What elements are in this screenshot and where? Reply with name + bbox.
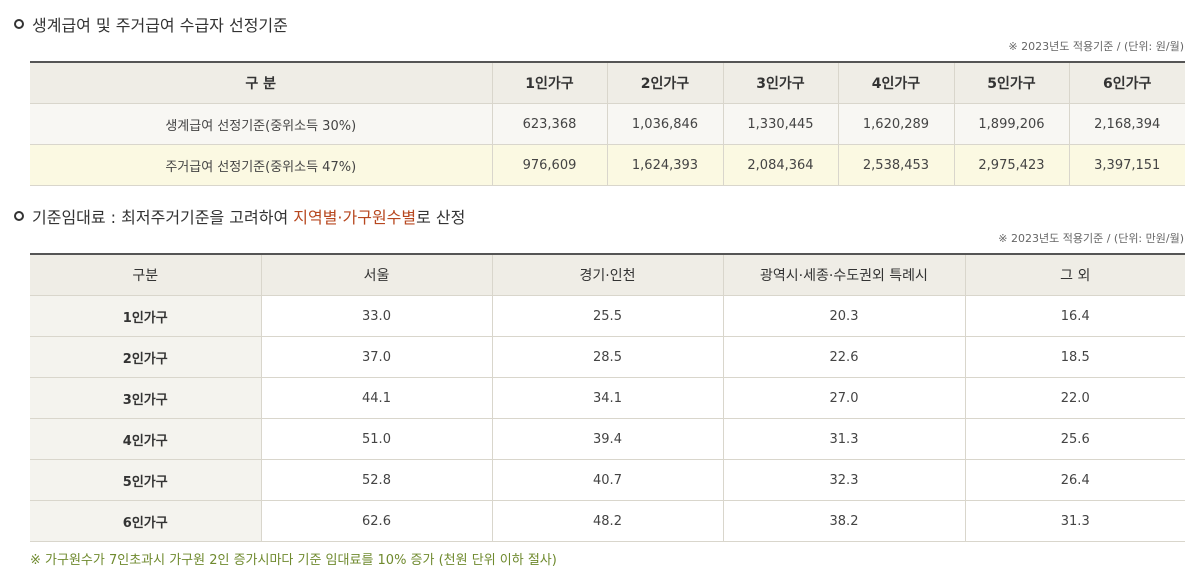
table-cell: 62.6 — [260, 500, 492, 542]
column-header: 5인가구 — [953, 62, 1069, 104]
table-row: 주거급여 선정기준(중위소득 47%) 976,609 1,624,393 2,… — [30, 144, 1185, 186]
column-header: 구 분 — [30, 62, 492, 104]
benefit-criteria-table: 구 분 1인가구 2인가구 3인가구 4인가구 5인가구 6인가구 생계급여 선… — [30, 61, 1185, 186]
table-cell: 25.5 — [491, 295, 723, 337]
circle-bullet-icon — [14, 19, 24, 29]
table-row: 2인가구 37.0 28.5 22.6 18.5 — [30, 336, 1185, 378]
table-cell: 18.5 — [964, 336, 1185, 378]
table-cell: 1,036,846 — [606, 103, 723, 145]
table-row: 생계급여 선정기준(중위소득 30%) 623,368 1,036,846 1,… — [30, 103, 1185, 145]
column-header: 구분 — [30, 254, 261, 296]
column-header: 광역시·세종·수도권외 특례시 — [722, 254, 965, 296]
row-label: 생계급여 선정기준(중위소득 30%) — [30, 103, 492, 145]
table-cell: 39.4 — [491, 418, 723, 460]
column-header: 경기·인천 — [491, 254, 723, 296]
table-cell: 51.0 — [260, 418, 492, 460]
section2-title-prefix: 기준임대료 : 최저주거기준을 고려하여 — [32, 208, 294, 227]
table-cell: 16.4 — [964, 295, 1185, 337]
table-cell: 22.6 — [722, 336, 965, 378]
section1-title: 생계급여 및 주거급여 수급자 선정기준 — [14, 12, 288, 36]
table-cell: 38.2 — [722, 500, 965, 542]
table-row: 1인가구 33.0 25.5 20.3 16.4 — [30, 295, 1185, 337]
table-cell: 2,975,423 — [953, 144, 1069, 186]
table-cell: 1,330,445 — [722, 103, 838, 145]
row-label: 4인가구 — [30, 418, 261, 460]
table-cell: 22.0 — [964, 377, 1185, 419]
table-cell: 976,609 — [491, 144, 607, 186]
table-cell: 25.6 — [964, 418, 1185, 460]
table-cell: 26.4 — [964, 459, 1185, 501]
table-cell: 33.0 — [260, 295, 492, 337]
footnote: ※ 가구원수가 7인초과시 가구원 2인 증가시마다 기준 임대료를 10% 증… — [30, 553, 557, 568]
column-header: 그 외 — [964, 254, 1185, 296]
table-cell: 2,168,394 — [1068, 103, 1185, 145]
column-header: 서울 — [260, 254, 492, 296]
table-cell: 623,368 — [491, 103, 607, 145]
column-header: 3인가구 — [722, 62, 838, 104]
column-header: 2인가구 — [606, 62, 723, 104]
table-cell: 44.1 — [260, 377, 492, 419]
table-header-row: 구분 서울 경기·인천 광역시·세종·수도권외 특례시 그 외 — [30, 254, 1185, 296]
table-cell: 3,397,151 — [1068, 144, 1185, 186]
table-cell: 52.8 — [260, 459, 492, 501]
section2-unit-note: ※ 2023년도 적용기준 / (단위: 만원/월) — [998, 232, 1184, 245]
section2-title-highlight: 지역별·가구원수별 — [293, 208, 417, 227]
table-cell: 31.3 — [722, 418, 965, 460]
table-cell: 20.3 — [722, 295, 965, 337]
row-label: 5인가구 — [30, 459, 261, 501]
table-header-row: 구 분 1인가구 2인가구 3인가구 4인가구 5인가구 6인가구 — [30, 62, 1185, 104]
base-rent-table: 구분 서울 경기·인천 광역시·세종·수도권외 특례시 그 외 1인가구 33.… — [30, 253, 1185, 542]
row-label: 주거급여 선정기준(중위소득 47%) — [30, 144, 492, 186]
table-cell: 40.7 — [491, 459, 723, 501]
table-cell: 34.1 — [491, 377, 723, 419]
table-cell: 31.3 — [964, 500, 1185, 542]
column-header: 4인가구 — [837, 62, 954, 104]
column-header: 1인가구 — [491, 62, 607, 104]
table-cell: 1,624,393 — [606, 144, 723, 186]
table-row: 6인가구 62.6 48.2 38.2 31.3 — [30, 500, 1185, 542]
table-row: 5인가구 52.8 40.7 32.3 26.4 — [30, 459, 1185, 501]
section1-title-text: 생계급여 및 주거급여 수급자 선정기준 — [32, 16, 288, 35]
circle-bullet-icon — [14, 211, 24, 221]
column-header: 6인가구 — [1068, 62, 1185, 104]
table-row: 4인가구 51.0 39.4 31.3 25.6 — [30, 418, 1185, 460]
table-cell: 28.5 — [491, 336, 723, 378]
table-cell: 32.3 — [722, 459, 965, 501]
table-row: 3인가구 44.1 34.1 27.0 22.0 — [30, 377, 1185, 419]
table-cell: 1,899,206 — [953, 103, 1069, 145]
table-cell: 48.2 — [491, 500, 723, 542]
row-label: 6인가구 — [30, 500, 261, 542]
row-label: 1인가구 — [30, 295, 261, 337]
table-cell: 2,538,453 — [837, 144, 954, 186]
section2-title: 기준임대료 : 최저주거기준을 고려하여 지역별·가구원수별 로 산정 — [14, 204, 465, 228]
section1-unit-note: ※ 2023년도 적용기준 / (단위: 원/월) — [1008, 40, 1184, 53]
table-cell: 2,084,364 — [722, 144, 838, 186]
table-cell: 37.0 — [260, 336, 492, 378]
table-cell: 27.0 — [722, 377, 965, 419]
table-cell: 1,620,289 — [837, 103, 954, 145]
section2-title-suffix: 로 산정 — [416, 208, 466, 227]
row-label: 2인가구 — [30, 336, 261, 378]
row-label: 3인가구 — [30, 377, 261, 419]
